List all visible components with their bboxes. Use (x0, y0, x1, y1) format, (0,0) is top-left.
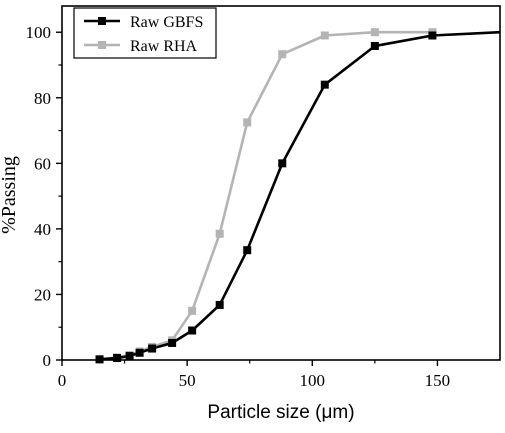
data-point-raw-gbfs (320, 80, 329, 89)
legend: Raw GBFS Raw RHA (73, 7, 217, 59)
data-point-raw-gbfs (148, 344, 157, 353)
data-point-raw-gbfs (428, 31, 437, 40)
data-point-raw-rha (188, 306, 197, 315)
x-tick-label: 150 (425, 371, 451, 390)
data-point-raw-gbfs (135, 348, 144, 357)
legend-marker-raw-rha (98, 41, 106, 49)
data-point-raw-gbfs (125, 352, 134, 361)
data-point-raw-gbfs (168, 338, 177, 347)
data-point-raw-rha (243, 118, 252, 127)
data-point-raw-gbfs (370, 41, 379, 50)
y-tick-label: 20 (34, 285, 51, 304)
data-point-raw-rha (278, 50, 287, 59)
plot-frame (61, 5, 501, 361)
x-tick-label: 100 (300, 371, 326, 390)
y-tick-label: 60 (34, 154, 51, 173)
y-tick-label: 80 (34, 89, 51, 108)
data-point-raw-gbfs (243, 246, 252, 255)
legend-marker-raw-gbfs (98, 17, 106, 25)
legend-label-raw-rha: Raw RHA (130, 38, 198, 55)
data-point-raw-gbfs (113, 354, 122, 363)
axes-group: 0 50 100 150 0 20 40 60 80 100 (26, 5, 501, 390)
x-tick-label: 0 (58, 371, 67, 390)
series-line-raw-gbfs (99, 30, 501, 361)
series-group (95, 28, 501, 364)
series-line-raw-rha (99, 30, 433, 361)
data-point-raw-gbfs (188, 326, 197, 335)
x-axis-label: Particle size (μm) (207, 402, 354, 423)
x-tick-label: 50 (179, 371, 196, 390)
data-point-raw-rha (370, 28, 379, 37)
legend-box (73, 7, 217, 59)
y-axis-label: %Passing (0, 156, 20, 234)
data-point-raw-gbfs (278, 159, 287, 168)
data-point-raw-gbfs (215, 300, 224, 309)
data-point-raw-rha (320, 31, 329, 40)
data-point-raw-rha (215, 229, 224, 238)
y-tick-label: 0 (43, 351, 52, 370)
y-tick-label: 100 (26, 23, 52, 42)
legend-label-raw-gbfs: Raw GBFS (130, 14, 203, 31)
y-tick-label: 40 (34, 220, 51, 239)
